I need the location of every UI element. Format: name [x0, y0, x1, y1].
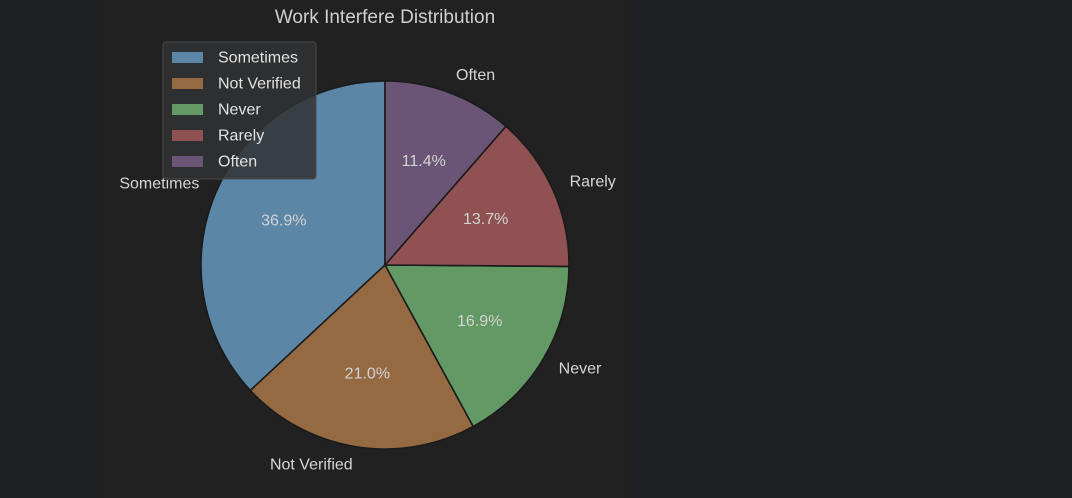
legend-label-often: Often [218, 154, 257, 171]
pct-label-rarely: 13.7% [463, 211, 508, 228]
slice-labels: 36.9% Sometimes 21.0% Not Verified 16.9% Neve… [119, 67, 615, 473]
pie-slice-never [383, 264, 570, 428]
pct-label-never: 16.9% [457, 313, 502, 330]
outer-label-never: Never [559, 360, 602, 377]
outer-label-often: Often [456, 67, 495, 84]
legend-label-rarely: Rarely [218, 128, 264, 145]
outer-label-sometimes: Sometimes [119, 176, 199, 193]
legend-swatch-not-verified [172, 78, 203, 89]
legend-swatch-sometimes [172, 52, 203, 63]
pie-slice-not-verified [249, 263, 475, 450]
pct-label-not-verified: 21.0% [345, 365, 390, 382]
legend-swatch-rarely [172, 130, 203, 141]
pie-slice-rarely [383, 125, 570, 268]
legend-label-never: Never [218, 102, 261, 119]
legend-box [162, 41, 317, 180]
pct-label-sometimes: 36.9% [261, 212, 306, 229]
legend-swatch-never [172, 104, 203, 115]
legend-label-sometimes: Sometimes [218, 50, 298, 67]
pie-slices [200, 80, 570, 450]
outer-label-rarely: Rarely [570, 173, 616, 190]
legend-label-not-verified: Not Verified [218, 76, 301, 93]
pct-label-often: 11.4% [402, 153, 446, 170]
pie-slice-often [384, 80, 508, 268]
legend-swatch-often [172, 156, 203, 167]
chart-title: Work Interfere Distribution [275, 7, 495, 28]
legend: Sometimes Not Verified Never Rarely Often [162, 41, 317, 180]
outer-label-not-verified: Not Verified [270, 456, 353, 473]
